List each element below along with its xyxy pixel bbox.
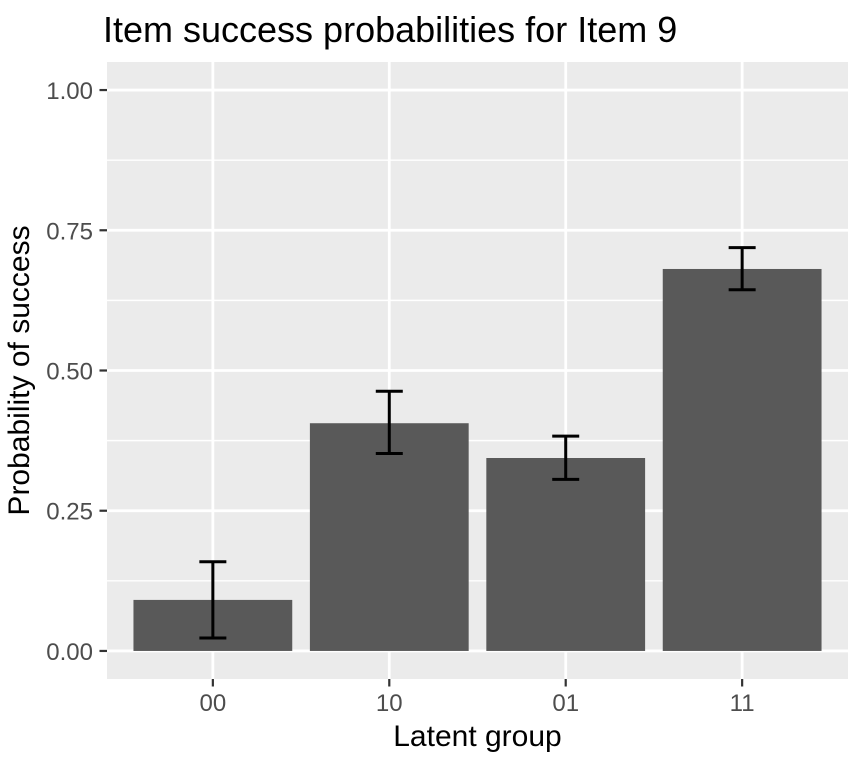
y-tick-label-0.25: 0.25: [46, 499, 93, 526]
x-tick-label-00: 00: [200, 690, 227, 717]
y-tick-label-0.75: 0.75: [46, 218, 93, 245]
error-bar-00: [199, 560, 227, 640]
y-tick-label-0.50: 0.50: [46, 359, 93, 386]
x-tick-label-11: 11: [730, 690, 755, 717]
bar-01: [486, 458, 646, 651]
error-bar-11: [728, 246, 756, 292]
bar-11: [662, 268, 822, 651]
x-axis-title: Latent group: [393, 720, 561, 753]
x-tick-label-01: 01: [552, 690, 579, 717]
plot-geometry: 0.00 0.25 0.50 0.75 1.00 00 10 01 11: [46, 62, 848, 717]
y-tick-label-1.00: 1.00: [46, 78, 93, 105]
y-tick-label-0.00: 0.00: [46, 639, 93, 666]
error-bar-01: [552, 434, 580, 481]
error-bar-10: [375, 389, 403, 456]
y-axis-title: Probability of success: [3, 225, 36, 515]
x-tick-label-10: 10: [376, 690, 403, 717]
bar-10: [309, 423, 469, 651]
chart-title: Item success probabilities for Item 9: [103, 9, 677, 50]
